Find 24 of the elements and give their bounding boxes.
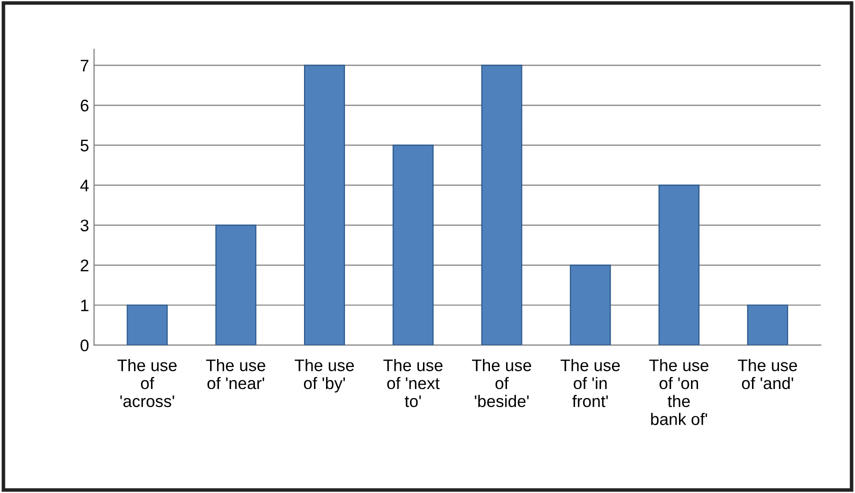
y-tick-label: 1 [81, 300, 88, 312]
y-tick-label: 0 [80, 340, 89, 352]
bar [215, 224, 256, 346]
y-tick-label: 5 [80, 140, 88, 152]
bar [481, 64, 522, 346]
y-tick-label: 6 [80, 100, 88, 112]
bar [747, 304, 788, 346]
bar [304, 64, 345, 346]
bar [126, 304, 168, 346]
y-tick-label: 3 [80, 220, 88, 232]
x-tick-label: The use of 'and' [738, 358, 797, 390]
x-tick-label: The use of 'by' [294, 358, 354, 392]
y-tick-label: 4 [80, 180, 89, 192]
x-tick-label: The use of 'beside' [472, 358, 532, 408]
x-tick-label: The use of 'next to' [383, 358, 442, 408]
x-tick-label: The use of 'near' [206, 358, 266, 390]
x-tick-label: The use of 'in front' [560, 358, 620, 408]
y-tick-label: 2 [80, 260, 88, 272]
bar [392, 144, 434, 346]
bar [658, 184, 700, 346]
x-tick-label: The use of 'on the bank of' [649, 358, 708, 426]
x-tick-label: The use of 'across' [117, 358, 177, 408]
bar [570, 264, 611, 346]
y-tick-label: 7 [80, 60, 88, 72]
